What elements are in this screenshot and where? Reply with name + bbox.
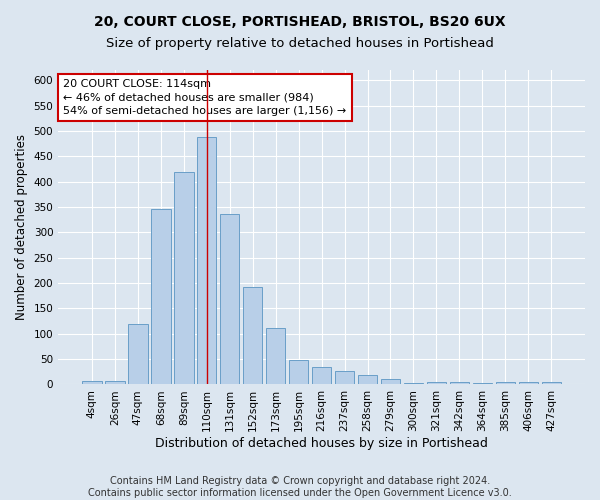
Bar [381,380,400,384]
Text: Size of property relative to detached houses in Portishead: Size of property relative to detached ho… [106,38,494,51]
Bar [542,382,561,384]
Bar [266,328,286,384]
Bar [427,382,446,384]
Bar [473,383,492,384]
Bar [449,382,469,384]
X-axis label: Distribution of detached houses by size in Portishead: Distribution of detached houses by size … [155,437,488,450]
Bar [335,372,355,384]
Bar [289,360,308,384]
Bar [220,214,239,384]
Bar [518,382,538,384]
Text: Contains HM Land Registry data © Crown copyright and database right 2024.
Contai: Contains HM Land Registry data © Crown c… [88,476,512,498]
Bar [358,376,377,384]
Bar [174,172,194,384]
Text: 20 COURT CLOSE: 114sqm
← 46% of detached houses are smaller (984)
54% of semi-de: 20 COURT CLOSE: 114sqm ← 46% of detached… [64,80,347,116]
Y-axis label: Number of detached properties: Number of detached properties [15,134,28,320]
Bar [312,367,331,384]
Bar [151,210,170,384]
Bar [243,286,262,384]
Bar [496,382,515,384]
Bar [105,381,125,384]
Text: 20, COURT CLOSE, PORTISHEAD, BRISTOL, BS20 6UX: 20, COURT CLOSE, PORTISHEAD, BRISTOL, BS… [94,15,506,29]
Bar [197,137,217,384]
Bar [128,324,148,384]
Bar [82,382,101,384]
Bar [404,383,423,384]
